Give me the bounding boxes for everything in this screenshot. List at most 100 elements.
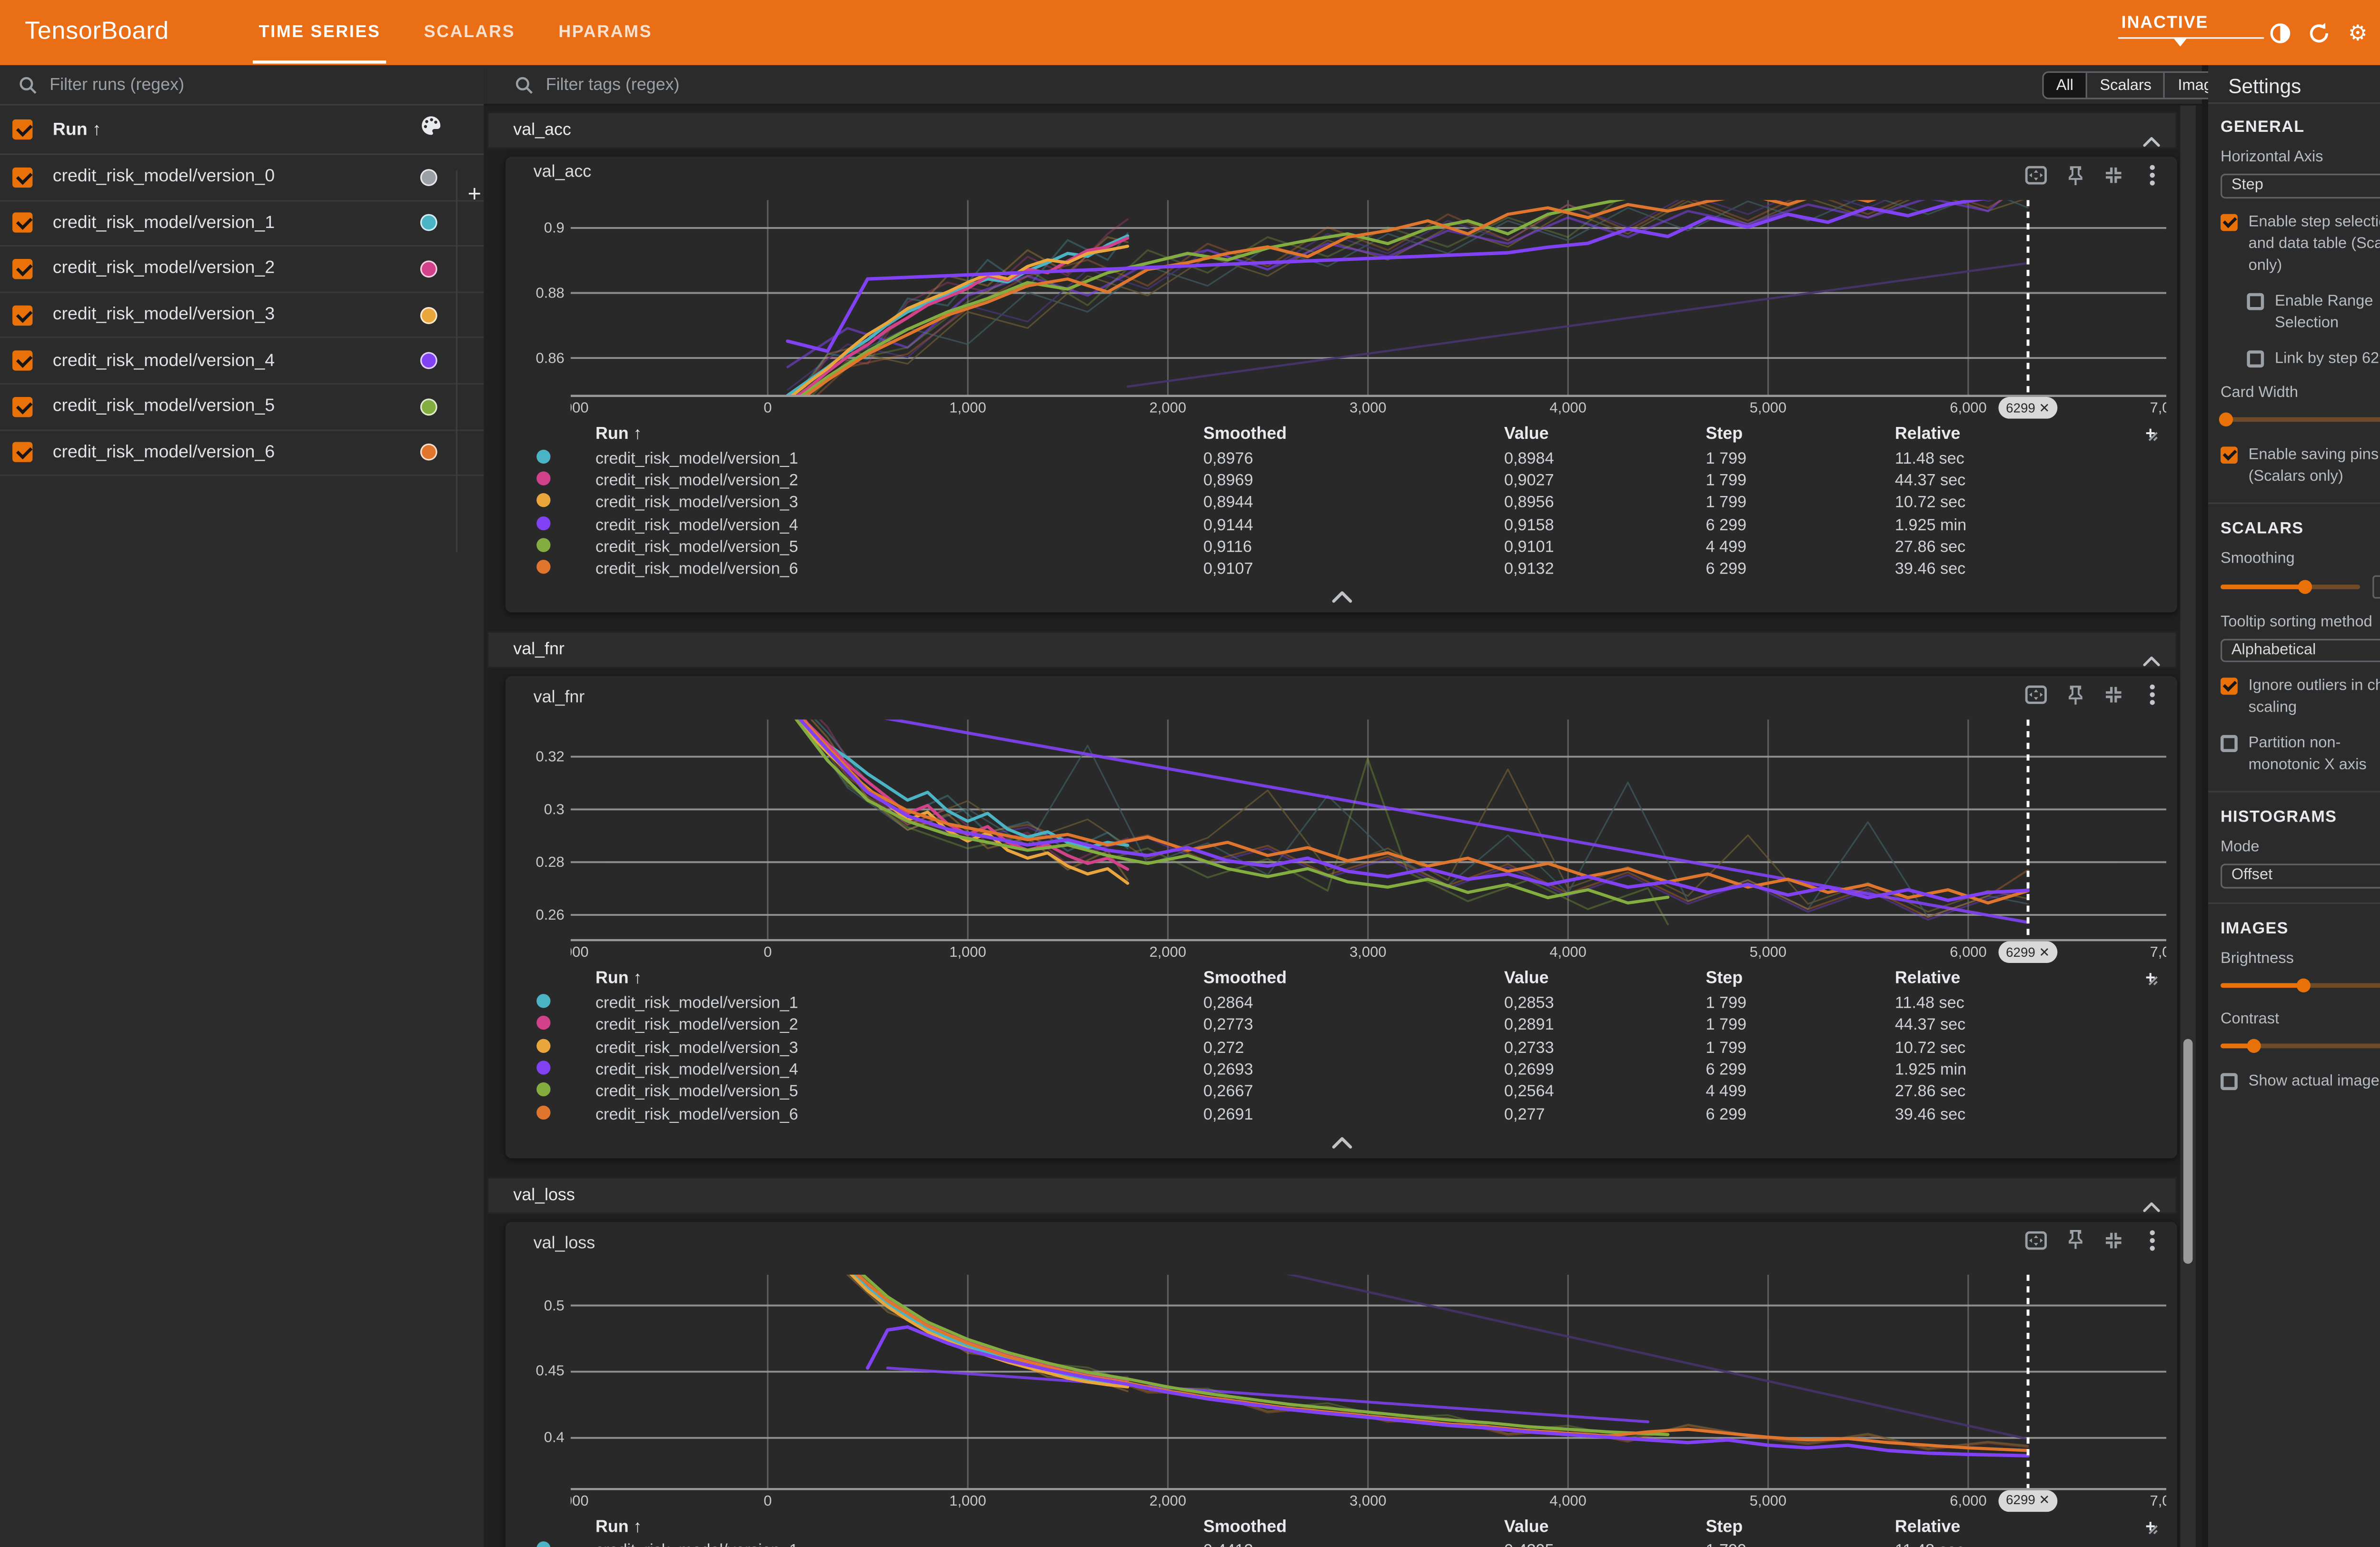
table-header-value[interactable]: Value — [1504, 970, 1549, 989]
horizontal-axis-select[interactable]: Step — [2221, 173, 2380, 198]
resize-grip-icon[interactable] — [2144, 1515, 2158, 1543]
run-checkbox[interactable] — [12, 442, 33, 463]
table-header-value[interactable]: Value — [1504, 425, 1549, 444]
table-header-run[interactable]: Run ↑ — [595, 425, 642, 444]
add-column-button[interactable]: + — [2145, 1517, 2156, 1537]
table-row[interactable]: credit_risk_model/version_4 0,9144 0,9158 6… — [506, 515, 2177, 537]
run-row[interactable]: credit_risk_model/version_5 — [0, 385, 484, 431]
chart-canvas[interactable] — [570, 200, 2167, 397]
smoothing-value-input[interactable]: 0,6 — [2372, 574, 2380, 598]
tag-filter-input[interactable] — [545, 75, 856, 94]
kebab-menu-icon[interactable] — [2140, 1228, 2165, 1252]
resize-grip-icon[interactable] — [2144, 422, 2158, 450]
table-header-run[interactable]: Run ↑ — [595, 970, 642, 989]
collapse-card-icon[interactable] — [2101, 163, 2126, 188]
step-selector-chip[interactable]: 6299 ✕ — [1998, 397, 2058, 419]
step-selection-checkbox[interactable]: Enable step selection and data table (Sc… — [2221, 212, 2380, 277]
tab-time-series[interactable]: TIME SERIES — [237, 0, 402, 65]
contrast-slider[interactable] — [2221, 1036, 2380, 1054]
select-all-checkbox[interactable] — [12, 119, 33, 140]
add-column-button[interactable]: + — [2145, 425, 2156, 444]
fit-to-viewport-icon[interactable] — [2023, 1228, 2048, 1252]
group-header-val_loss[interactable]: val_loss — [486, 1176, 2177, 1214]
table-header-step[interactable]: Step — [1706, 970, 1743, 989]
table-header-run[interactable]: Run ↑ — [595, 1517, 642, 1537]
kebab-menu-icon[interactable] — [2140, 683, 2165, 708]
reload-icon[interactable] — [2300, 13, 2338, 52]
group-header-val_fnr[interactable]: val_fnr — [486, 632, 2177, 669]
chart-canvas[interactable] — [570, 720, 2167, 942]
run-row[interactable]: credit_risk_model/version_1 — [0, 201, 484, 247]
table-row[interactable]: credit_risk_model/version_1 0,4413 0,4395 1… — [506, 1541, 2177, 1547]
table-header-relative[interactable]: Relative — [1894, 425, 1961, 444]
brightness-icon[interactable] — [2261, 13, 2300, 52]
brightness-slider[interactable] — [2221, 975, 2380, 994]
run-color-dot[interactable] — [420, 444, 437, 461]
kebab-menu-icon[interactable] — [2140, 163, 2165, 188]
table-header-relative[interactable]: Relative — [1894, 1517, 1961, 1537]
tooltip-sort-select[interactable]: Alphabetical — [2221, 638, 2380, 663]
run-checkbox[interactable] — [12, 167, 33, 188]
table-header-step[interactable]: Step — [1706, 1517, 1743, 1537]
pin-icon[interactable] — [2063, 1228, 2087, 1252]
saving-pins-checkbox[interactable]: Enable saving pins (Scalars only) ? — [2221, 444, 2380, 487]
main-scrollbar[interactable] — [2180, 105, 2196, 1547]
step-selector-chip[interactable]: 6299 ✕ — [1998, 942, 2058, 964]
table-row[interactable]: credit_risk_model/version_6 0,2691 0,277 6 … — [506, 1104, 2177, 1127]
run-color-dot[interactable] — [420, 214, 437, 232]
tab-scalars[interactable]: SCALARS — [424, 23, 516, 42]
run-color-dot[interactable] — [420, 306, 437, 324]
run-row[interactable]: credit_risk_model/version_4 — [0, 338, 484, 385]
table-row[interactable]: credit_risk_model/version_3 0,8944 0,8956 1… — [506, 493, 2177, 515]
table-header-smoothed[interactable]: Smoothed — [1203, 1517, 1287, 1537]
table-row[interactable]: credit_risk_model/version_5 0,2667 0,2564 4… — [506, 1082, 2177, 1105]
run-row[interactable]: credit_risk_model/version_0 — [0, 155, 484, 201]
table-row[interactable]: credit_risk_model/version_4 0,2693 0,2699 6… — [506, 1060, 2177, 1082]
chart-canvas[interactable] — [570, 1274, 2167, 1490]
table-row[interactable]: credit_risk_model/version_1 0,8976 0,8984 1… — [506, 448, 2177, 470]
pin-icon[interactable] — [2063, 683, 2087, 708]
palette-icon[interactable] — [420, 115, 442, 144]
run-column-header[interactable]: Run ↑ — [52, 120, 101, 139]
collapse-table-button[interactable] — [506, 1127, 2177, 1158]
run-checkbox[interactable] — [12, 305, 33, 325]
run-color-dot[interactable] — [420, 260, 437, 278]
group-header-val_acc[interactable]: val_acc — [486, 111, 2177, 149]
table-row[interactable]: credit_risk_model/version_2 0,2773 0,2891 1… — [506, 1015, 2177, 1038]
run-checkbox[interactable] — [12, 350, 33, 371]
table-row[interactable]: credit_risk_model/version_3 0,272 0,2733 1 … — [506, 1038, 2177, 1060]
run-checkbox[interactable] — [12, 213, 33, 233]
step-selector-chip[interactable]: 6299 ✕ — [1998, 1489, 2058, 1512]
run-color-dot[interactable] — [420, 169, 437, 186]
card-width-slider[interactable] — [2218, 409, 2380, 428]
partition-x-checkbox[interactable]: Partition non-monotonic X axis ? — [2221, 734, 2380, 777]
range-selection-checkbox[interactable]: Enable Range Selection — [2247, 291, 2380, 334]
collapse-table-button[interactable] — [506, 582, 2177, 613]
table-header-smoothed[interactable]: Smoothed — [1203, 425, 1287, 444]
tab-hparams[interactable]: HPARAMS — [558, 23, 653, 42]
table-row[interactable]: credit_risk_model/version_1 0,2864 0,2853 1… — [506, 993, 2177, 1015]
chevron-up-icon[interactable] — [2143, 1192, 2160, 1220]
histogram-mode-select[interactable]: Offset — [2221, 863, 2380, 888]
table-row[interactable]: credit_risk_model/version_5 0,9116 0,9101 4… — [506, 537, 2177, 560]
add-column-button[interactable]: + — [2145, 970, 2156, 989]
reload-status-dropdown[interactable]: INACTIVE — [2118, 14, 2264, 51]
resize-grip-icon[interactable] — [2144, 967, 2158, 995]
gear-icon[interactable]: ⚙ — [2348, 19, 2368, 44]
link-by-step-checkbox[interactable]: Link by step 6299 — [2247, 348, 2380, 370]
run-row[interactable]: credit_risk_model/version_6 — [0, 430, 484, 476]
table-row[interactable]: credit_risk_model/version_2 0,8969 0,9027 1… — [506, 470, 2177, 493]
run-color-dot[interactable] — [420, 352, 437, 369]
fit-to-viewport-icon[interactable] — [2023, 683, 2048, 708]
table-row[interactable]: credit_risk_model/version_6 0,9107 0,9132 6… — [506, 560, 2177, 582]
table-header-smoothed[interactable]: Smoothed — [1203, 970, 1287, 989]
run-checkbox[interactable] — [12, 258, 33, 279]
table-header-step[interactable]: Step — [1706, 425, 1743, 444]
run-filter-input[interactable] — [50, 75, 360, 94]
table-header-relative[interactable]: Relative — [1894, 970, 1961, 989]
collapse-card-icon[interactable] — [2101, 683, 2126, 708]
ignore-outliers-checkbox[interactable]: Ignore outliers in chart scaling — [2221, 676, 2380, 719]
collapse-card-icon[interactable] — [2101, 1228, 2126, 1252]
scrollbar-thumb[interactable] — [2183, 1039, 2193, 1264]
smoothing-slider[interactable] — [2221, 577, 2360, 595]
